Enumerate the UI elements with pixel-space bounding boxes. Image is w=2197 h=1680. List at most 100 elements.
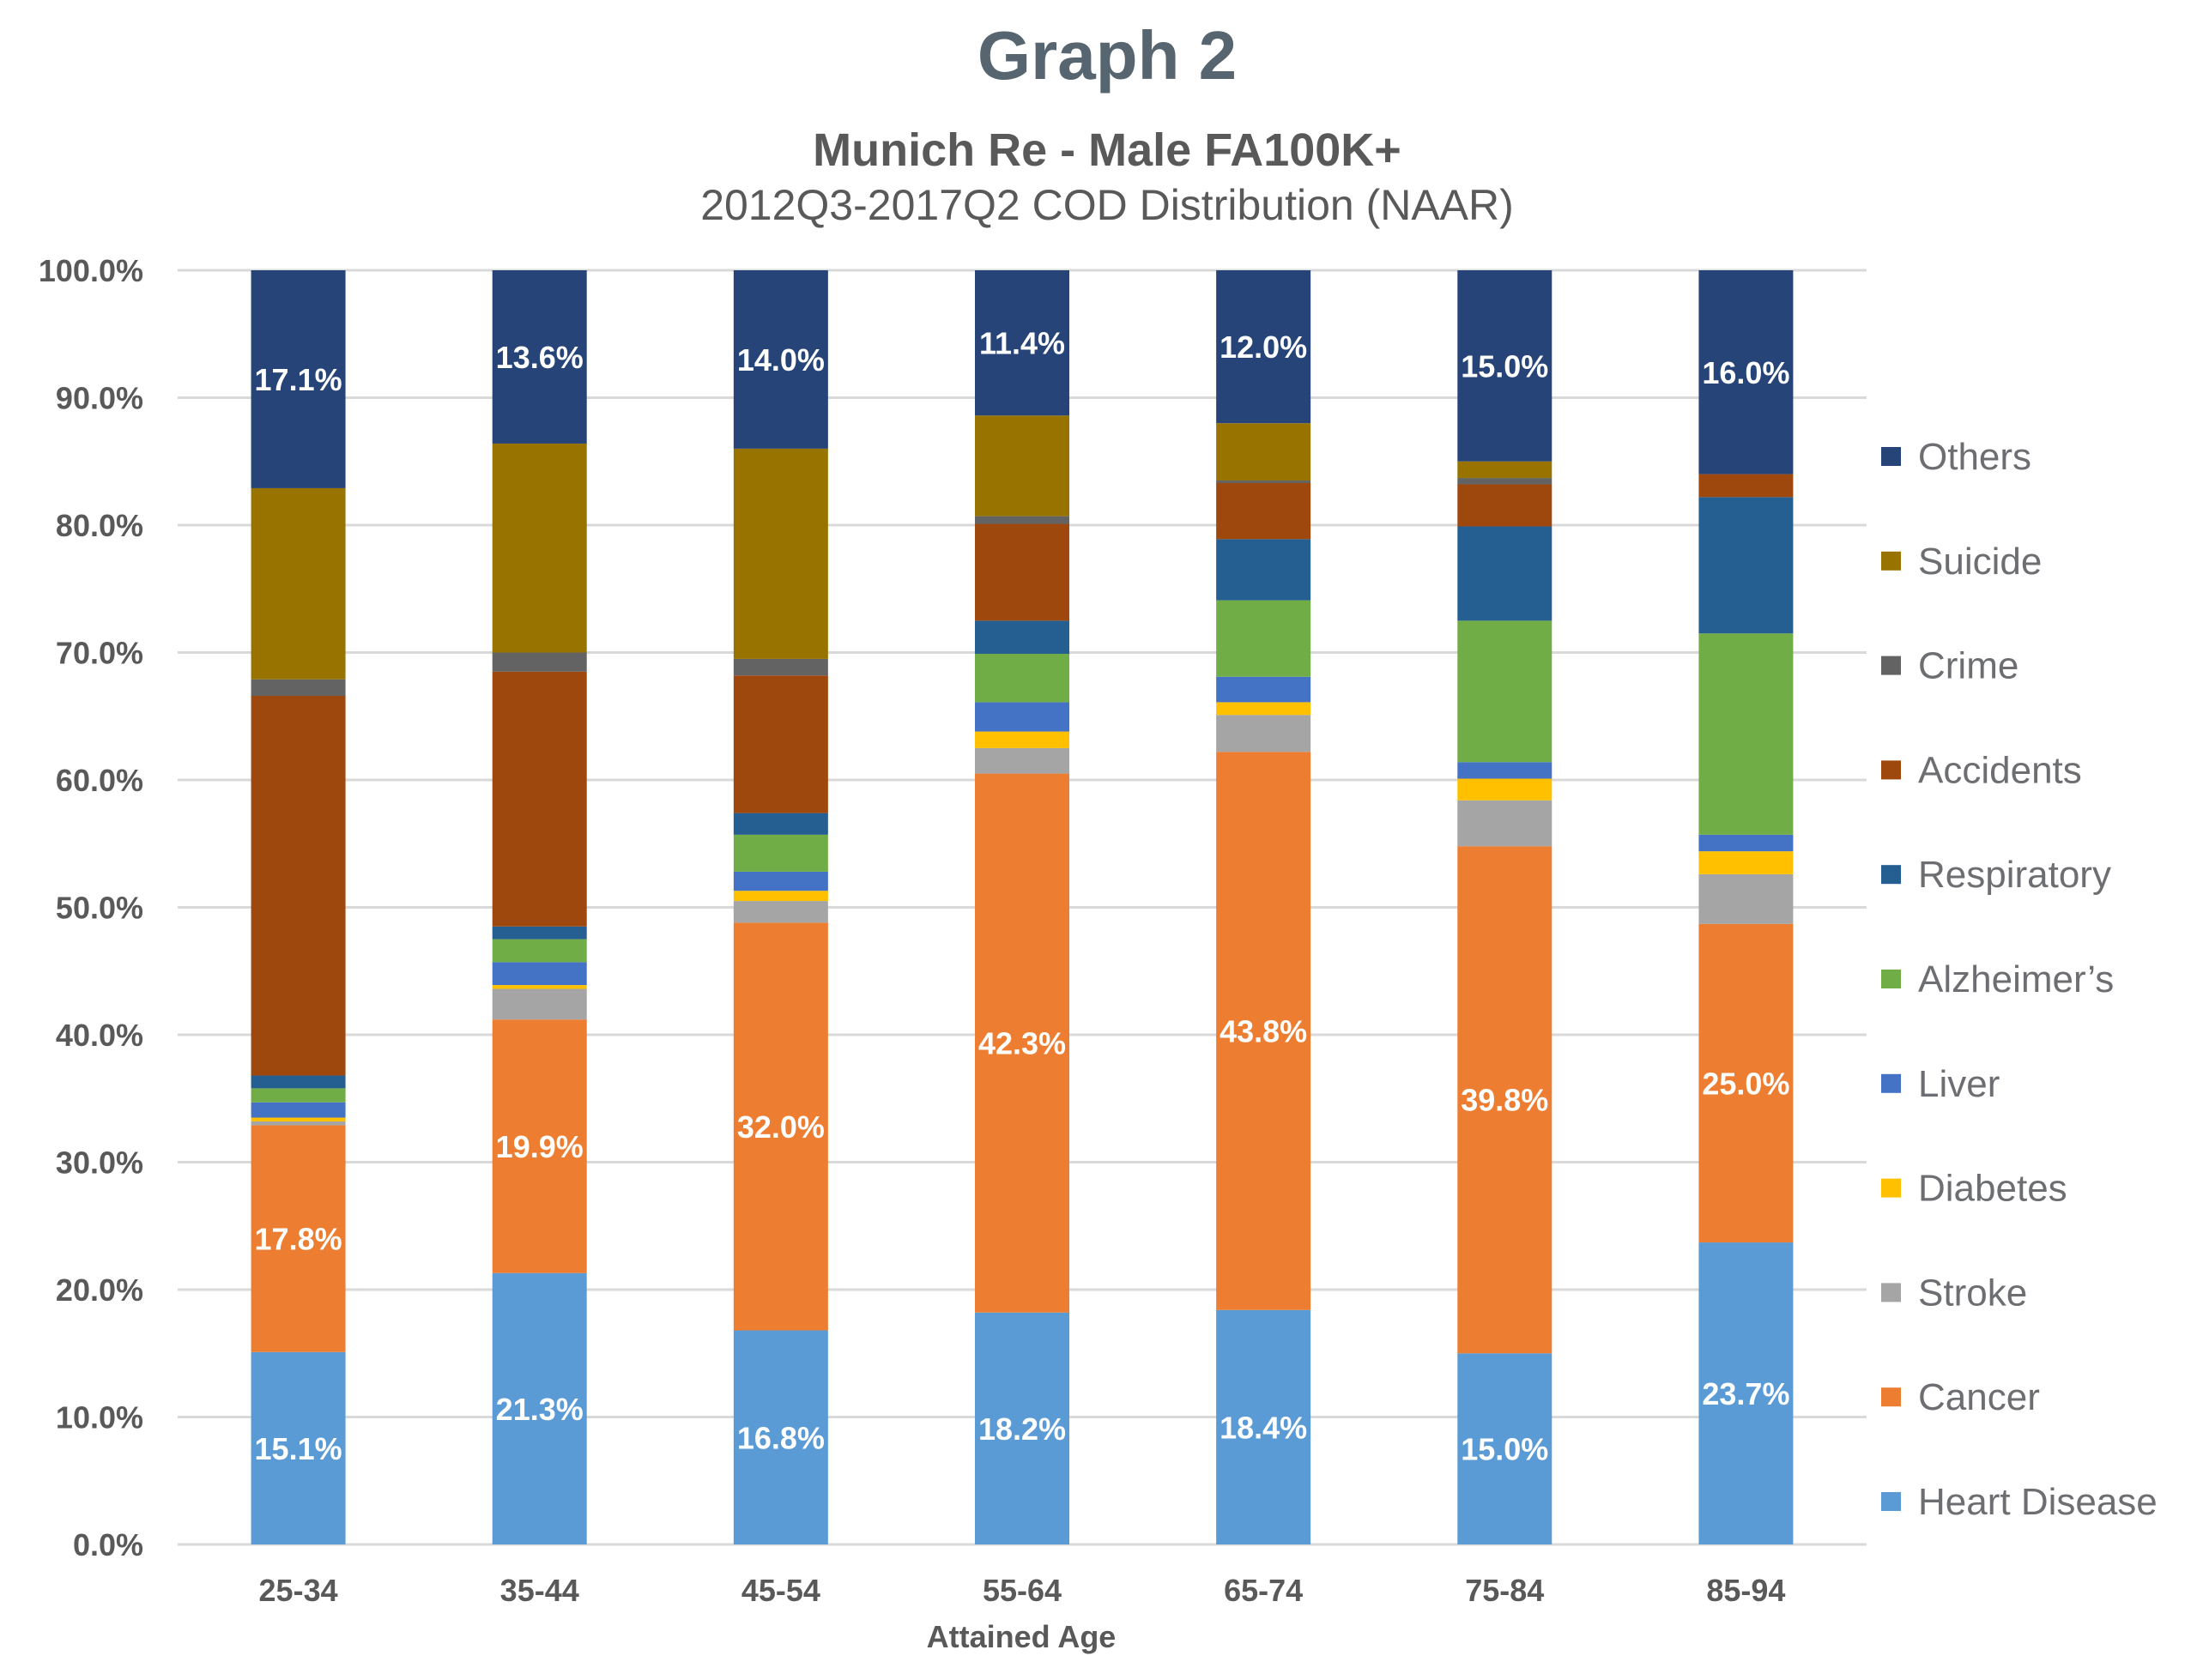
legend-item-others: Others [1881,436,2031,478]
bar-segment-heart-disease [251,1351,346,1544]
bar-segment-suicide [1457,461,1552,479]
bar-stack-85-94 [1698,270,1794,1544]
bar-segment-cancer [251,1125,346,1352]
bar-segment-heart-disease [1698,1242,1794,1544]
bar-segment-diabetes [1698,851,1794,874]
bar-segment-crime [492,652,587,672]
bar-segment-accidents [1216,482,1311,540]
chart-subtitle-2: 2012Q3-2017Q2 COD Distribution (NAAR) [700,181,1514,229]
legend-label: Diabetes [1918,1168,2067,1210]
bar-segment-accidents [733,675,828,813]
legend-item-accidents: Accidents [1881,749,2082,791]
data-label-heart-disease: 23.7% [1702,1376,1789,1411]
bar-segment-liver [733,871,828,891]
bar-segment-suicide [975,415,1069,517]
legend-swatch [1881,1387,1901,1407]
x-tick-label: 85-94 [1706,1573,1785,1608]
x-tick-label: 75-84 [1465,1573,1544,1608]
chart-title: Graph 2 [977,17,1237,94]
legend-swatch [1881,656,1901,675]
legend-swatch [1881,1283,1901,1302]
bar-segment-stroke [975,747,1069,774]
bar-segment-cancer [1216,752,1311,1310]
legend-item-alzheimer-s: Alzheimer’s [1881,958,2114,1000]
bar-segment-alzheimer-s [975,653,1069,703]
bar-segment-stroke [733,901,828,923]
legend-swatch [1881,1178,1901,1198]
y-tick-label: 100.0% [39,253,143,288]
bar-segment-liver [1698,834,1794,852]
data-label-cancer: 19.9% [496,1129,584,1164]
bar-segment-cancer [1457,846,1552,1354]
bar-segment-crime [975,516,1069,524]
bar-segment-others [975,270,1069,416]
bar-segment-crime [1216,480,1311,483]
y-tick-label: 90.0% [56,381,143,416]
legend-item-heart-disease: Heart Disease [1881,1481,2158,1523]
bar-segment-cancer [733,922,828,1331]
data-label-heart-disease: 21.3% [496,1392,584,1427]
bar-segment-respiratory [492,926,587,940]
bar-segment-accidents [975,523,1069,621]
data-label-cancer: 32.0% [737,1109,825,1145]
bar-segment-alzheimer-s [251,1088,346,1103]
legend-item-stroke: Stroke [1881,1272,2027,1314]
x-tick-label: 45-54 [741,1573,820,1608]
chart-subtitle: Munich Re - Male FA100K+ [813,124,1401,176]
y-tick-label: 40.0% [56,1018,143,1053]
bar-segment-accidents [1698,474,1794,498]
bar-segment-heart-disease [492,1272,587,1544]
data-label-others: 15.0% [1461,348,1548,384]
legend-label: Suicide [1918,541,2042,583]
legend-item-respiratory: Respiratory [1881,854,2111,896]
data-label-heart-disease: 16.8% [737,1420,825,1455]
bar-segment-others [733,270,828,449]
bar-segment-stroke [1457,800,1552,847]
legend-item-suicide: Suicide [1881,541,2042,583]
legend-label: Stroke [1918,1272,2027,1314]
x-axis-label: Attained Age [927,1619,1117,1654]
bar-segment-accidents [1457,484,1552,527]
bar-stack-75-84 [1457,270,1552,1544]
x-tick-label: 35-44 [500,1573,579,1608]
legend-label: Accidents [1918,749,2082,791]
y-tick-label: 10.0% [56,1400,143,1435]
bar-segment-others [492,270,587,444]
bar-stack-25-34 [251,270,346,1544]
bar-segment-respiratory [1457,526,1552,621]
bar-segment-heart-disease [1457,1353,1552,1544]
bar-segment-accidents [251,695,346,1076]
y-tick-label: 30.0% [56,1145,143,1181]
legend-item-cancer: Cancer [1881,1376,2040,1418]
legend-item-crime: Crime [1881,645,2018,687]
bar-segment-cancer [1698,923,1794,1243]
data-label-cancer: 42.3% [978,1026,1066,1061]
legend-label: Liver [1918,1063,2000,1105]
y-tick-label: 70.0% [56,636,143,671]
y-axis-tick-labels: 0.0% 10.0% 20.0% 30.0% 40.0% 50.0% 60.0% 70.0% 8… [39,253,143,1562]
y-tick-label: 60.0% [56,763,143,798]
legend-label: Alzheimer’s [1918,958,2114,1000]
data-label-heart-disease: 15.0% [1461,1432,1548,1467]
bar-segment-liver [1216,676,1311,703]
y-tick-label: 50.0% [56,891,143,926]
bar-stack-65-74 [1216,270,1311,1544]
data-label-heart-disease: 18.2% [978,1411,1066,1447]
legend-swatch [1881,447,1901,466]
bar-segment-heart-disease [733,1330,828,1544]
bar-segment-alzheimer-s [1216,600,1311,677]
bar-segment-suicide [1216,423,1311,481]
bar-segment-stroke [492,988,587,1020]
bar-segment-liver [975,702,1069,732]
legend-label: Cancer [1918,1376,2040,1418]
x-tick-label: 55-64 [983,1573,1062,1608]
bar-segment-others [1216,270,1311,424]
bar-segment-others [1698,270,1794,474]
bar-segment-diabetes [975,731,1069,748]
legend-swatch [1881,1073,1901,1093]
x-tick-label: 25-34 [259,1573,338,1608]
bar-segment-crime [251,679,346,696]
x-axis-tick-labels: 25-34 35-44 45-54 55-64 65-74 75-84 85-94 [259,1573,1786,1608]
bar-segment-cancer [492,1019,587,1273]
